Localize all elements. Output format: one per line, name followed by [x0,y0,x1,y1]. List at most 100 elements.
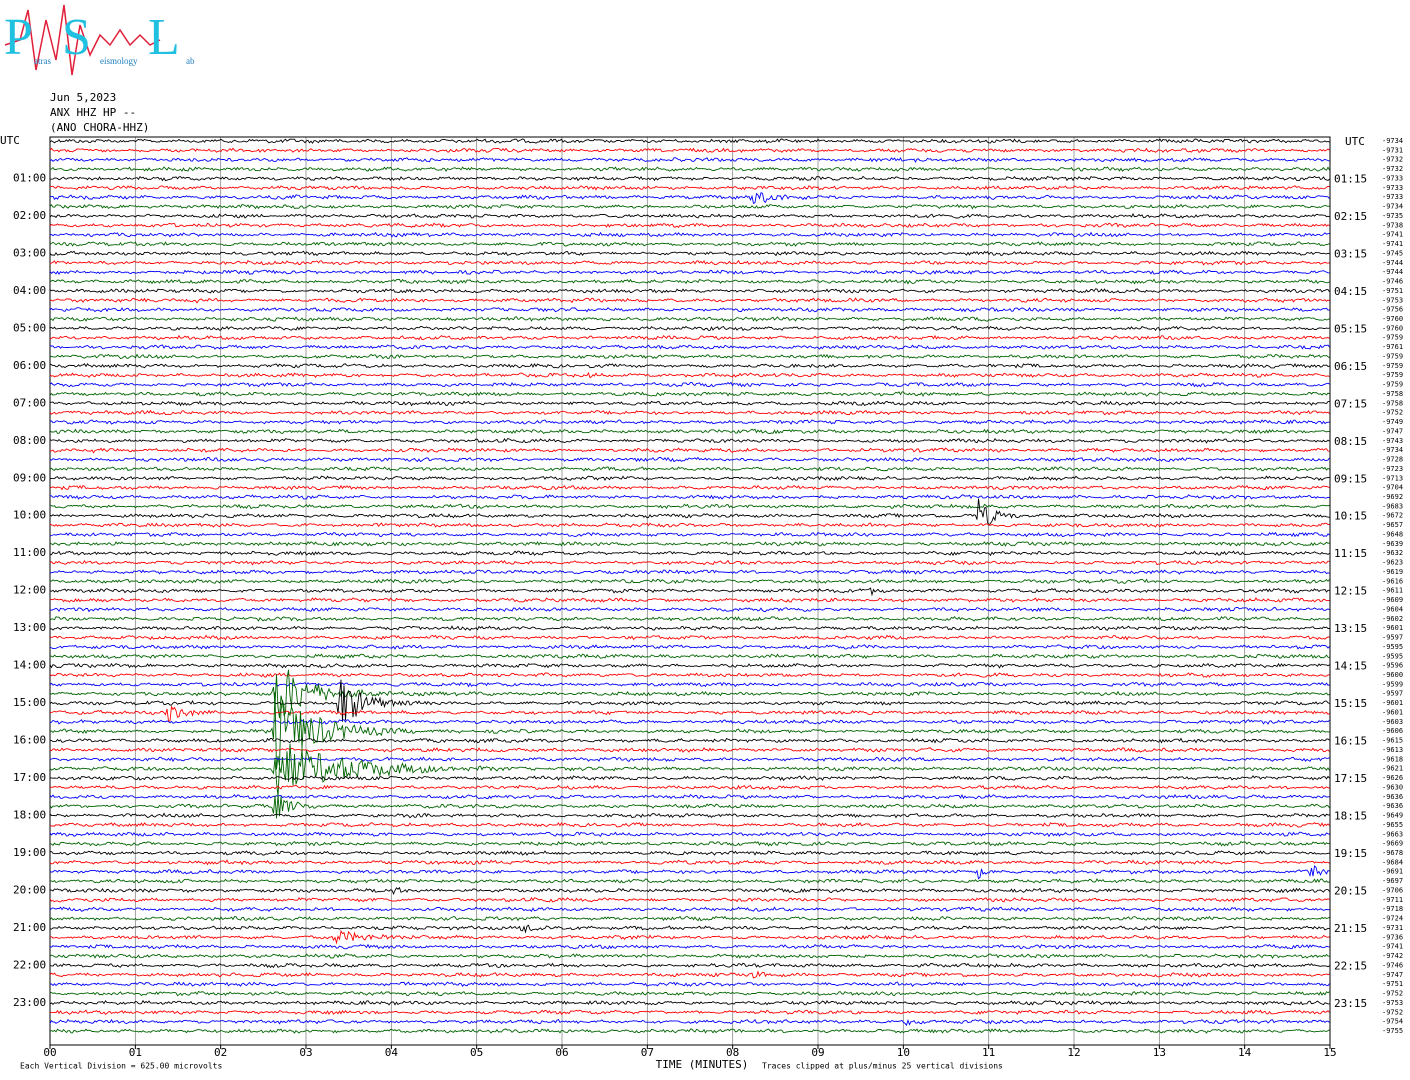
trace-offset-label: -9684 [1382,858,1403,866]
row-time-label: 21:15 [1334,922,1367,935]
trace-offset-label: -9604 [1382,605,1403,613]
row-time-label: 20:15 [1334,884,1367,897]
trace [49,438,1330,444]
trace-offset-label: -9672 [1382,512,1403,520]
trace [49,447,1330,454]
trace [49,840,1330,847]
trace [49,692,1330,770]
row-time-label: 07:15 [1334,397,1367,410]
trace-offset-label: -9691 [1382,868,1403,876]
trace-offset-label: -9759 [1382,381,1403,389]
trace-offset-label: -9655 [1382,821,1403,829]
trace [49,307,1330,313]
trace-offset-label: -9623 [1382,559,1403,567]
row-time-label: 21:00 [13,921,46,934]
x-tick-label: 13 [1153,1046,1166,1059]
trace-offset-label: -9742 [1382,952,1403,960]
row-time-label: 11:00 [13,546,46,559]
trace-offset-label: -9597 [1382,634,1403,642]
trace [49,597,1330,603]
trace [49,906,1330,913]
row-time-label: 15:15 [1334,697,1367,710]
trace [49,775,1330,781]
x-tick-label: 10 [897,1046,910,1059]
trace [49,278,1330,285]
trace [49,822,1330,828]
trace [49,353,1330,360]
trace-offset-label: -9736 [1382,933,1403,941]
note: Each Vertical Division = 625.00 microvol… [20,1062,222,1071]
row-time-label: 18:15 [1334,810,1367,823]
trace [49,325,1330,332]
trace [49,409,1330,416]
trace [49,737,1330,744]
trace [49,743,1330,797]
trace [49,550,1330,557]
trace [49,138,1330,144]
row-time-label: 14:00 [13,659,46,672]
logo-text: ab [186,56,195,66]
row-time-label: 08:15 [1334,435,1367,448]
trace-offset-label: -9648 [1382,530,1403,538]
trace [49,616,1330,622]
x-axis-label: TIME (MINUTES) [656,1058,749,1071]
trace-offset-label: -9718 [1382,905,1403,913]
trace [49,269,1330,275]
trace [49,259,1330,266]
row-time-label: 05:00 [13,321,46,334]
row-time-label: 22:00 [13,958,46,971]
trace [49,231,1330,238]
trace-offset-label: -9711 [1382,896,1403,904]
row-time-label: 16:15 [1334,735,1367,748]
trace [49,1009,1330,1016]
trace [49,578,1330,584]
trace [49,1018,1330,1026]
trace [49,747,1330,753]
trace-offset-label: -9746 [1382,961,1403,969]
row-time-label: 11:15 [1334,547,1367,560]
x-tick-label: 04 [385,1046,399,1059]
trace [49,784,1330,791]
trace-offset-label: -9630 [1382,783,1403,791]
trace-offset-label: -9626 [1382,774,1403,782]
trace [49,381,1330,388]
trace-offset-label: -9758 [1382,390,1403,398]
trace [49,669,1330,719]
trace-offset-label: -9754 [1382,1018,1403,1026]
trace-offset-label: -9704 [1382,484,1403,492]
trace [49,915,1330,922]
row-time-label: 13:15 [1334,622,1367,635]
trace-offset-label: -9615 [1382,737,1403,745]
logo: P atras S eismology L ab [4,4,195,76]
trace-offset-label: -9601 [1382,624,1403,632]
trace [49,929,1330,945]
trace [49,970,1330,979]
x-tick-label: 15 [1323,1046,1336,1059]
trace-offset-label: -9733 [1382,193,1403,201]
row-time-label: 14:15 [1334,660,1367,673]
trace [49,419,1330,425]
trace-offset-label: -9734 [1382,446,1403,454]
trace [49,371,1330,379]
trace [49,653,1330,660]
trace [49,662,1330,669]
trace [49,878,1330,884]
trace-offset-label: -9759 [1382,334,1403,342]
x-tick-label: 05 [470,1046,483,1059]
trace [49,705,1330,722]
trace [49,213,1330,219]
trace-offset-label: -9697 [1382,877,1403,885]
trace [49,522,1330,528]
trace-offset-label: -9595 [1382,643,1403,651]
trace-offset-label: -9596 [1382,662,1403,670]
trace [49,362,1330,369]
x-tick-label: 12 [1067,1046,1080,1059]
trace-offset-label: -9636 [1382,802,1403,810]
trace [49,241,1330,247]
trace-offset-label: -9683 [1382,502,1403,510]
trace [49,428,1330,435]
trace [49,157,1330,163]
row-time-label: UTC [1345,135,1365,148]
row-time-label: 17:15 [1334,772,1367,785]
trace [49,644,1330,650]
